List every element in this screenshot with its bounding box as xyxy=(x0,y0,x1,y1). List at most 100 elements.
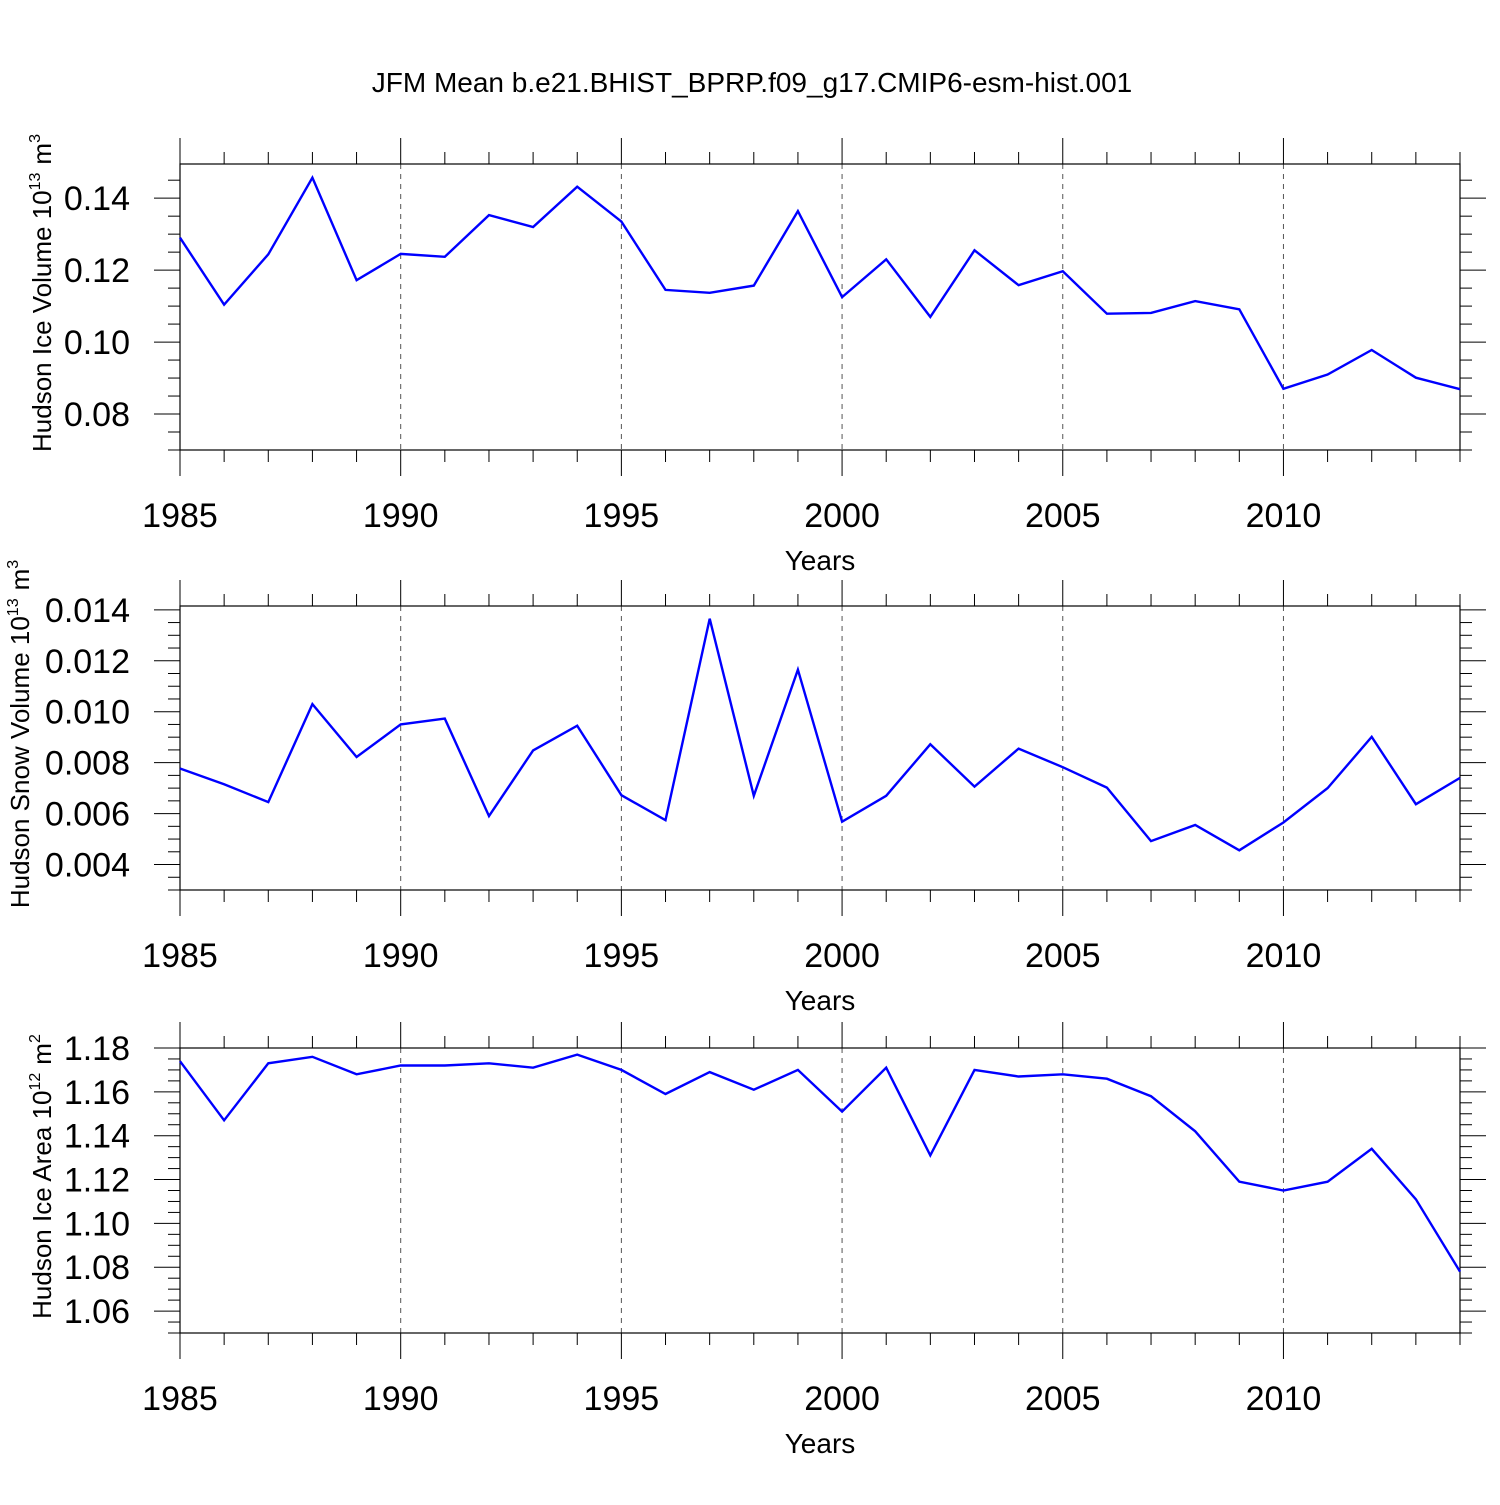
x-tick-label: 2005 xyxy=(1025,937,1101,975)
y-tick-label: 0.008 xyxy=(45,745,130,783)
y-tick-label: 0.08 xyxy=(64,396,130,434)
data-point xyxy=(311,1056,313,1058)
data-point xyxy=(1106,786,1108,788)
data-point xyxy=(664,819,666,821)
data-point xyxy=(1238,1181,1240,1183)
data-point xyxy=(929,1154,931,1156)
x-tick-label: 1985 xyxy=(142,937,218,975)
data-point xyxy=(1326,787,1328,789)
x-tick-label: 2010 xyxy=(1246,1380,1322,1418)
x-tick-label: 1995 xyxy=(584,497,660,535)
y-axis-title-yunit-exp: 13 xyxy=(27,172,44,190)
data-point xyxy=(576,1053,578,1055)
panel-snow-volume: 1985 1990 1995 2000 2005 2010 Years 0.004 0.006 0… xyxy=(5,560,1486,1016)
data-point xyxy=(1415,1198,1417,1200)
x-tick-label: 1990 xyxy=(363,497,439,535)
y-axis-title-ylabel: Hudson Ice Area xyxy=(27,1119,57,1318)
data-point xyxy=(973,249,975,251)
x-tick-label: 2000 xyxy=(804,497,880,535)
plot-frame xyxy=(179,163,1461,451)
y-tick-label: 0.004 xyxy=(45,847,130,885)
data-point xyxy=(1282,388,1284,390)
x-tick-label: 2005 xyxy=(1025,497,1101,535)
x-tick-label: 2010 xyxy=(1246,937,1322,975)
data-point xyxy=(885,795,887,797)
data-point xyxy=(444,717,446,719)
data-point xyxy=(1326,373,1328,375)
data-point xyxy=(444,1064,446,1066)
data-point xyxy=(223,1119,225,1121)
x-tick-label: 2005 xyxy=(1025,1380,1101,1418)
data-point xyxy=(267,253,269,255)
data-point xyxy=(929,316,931,318)
data-point xyxy=(179,767,181,769)
panel-ice-volume: 1985 1990 1995 2000 2005 2010 Years 0.08 0.10 0.1… xyxy=(27,134,1486,576)
y-axis-title-yunit-suffix-exp: 3 xyxy=(5,560,22,569)
data-point xyxy=(664,289,666,291)
data-point xyxy=(1459,1270,1461,1272)
data-point xyxy=(1017,1075,1019,1077)
data-point xyxy=(355,756,357,758)
x-tick-label: 2010 xyxy=(1246,497,1322,535)
x-tick-label: 2000 xyxy=(804,1380,880,1418)
data-point xyxy=(532,1067,534,1069)
data-point xyxy=(267,801,269,803)
data-point xyxy=(488,1062,490,1064)
data-point xyxy=(1371,1148,1373,1150)
y-axis-title: Hudson Ice Area 1012 m2 xyxy=(27,1034,57,1319)
data-point xyxy=(1371,349,1373,351)
data-point xyxy=(1106,312,1108,314)
data-point xyxy=(1017,747,1019,749)
data-point xyxy=(311,703,313,705)
y-axis-title-yunit-base: 10 xyxy=(27,1090,57,1119)
data-point xyxy=(1017,284,1019,286)
data-point xyxy=(1106,1077,1108,1079)
series-line xyxy=(179,1053,1462,1273)
data-point xyxy=(708,1071,710,1073)
data-point xyxy=(973,1069,975,1071)
data-point xyxy=(620,794,622,796)
y-axis-title-yunit-suffix: m xyxy=(27,1043,57,1065)
data-point xyxy=(664,1093,666,1095)
data-point xyxy=(841,296,843,298)
data-point xyxy=(1150,312,1152,314)
data-point xyxy=(488,815,490,817)
y-tick-label: 1.06 xyxy=(64,1293,130,1331)
x-tick-label: 1985 xyxy=(142,497,218,535)
data-point xyxy=(576,185,578,187)
data-point xyxy=(223,783,225,785)
x-axis-title: Years xyxy=(785,1428,856,1459)
y-axis-title-yunit-base: 10 xyxy=(5,616,35,645)
data-point xyxy=(1459,388,1461,390)
data-point xyxy=(399,1064,401,1066)
y-axis-title-yunit-suffix: m xyxy=(27,143,57,165)
data-point xyxy=(841,821,843,823)
data-point xyxy=(841,1110,843,1112)
panel-ice-area: 1985 1990 1995 2000 2005 2010 Years 1.06 1.08 1.1… xyxy=(27,1022,1486,1459)
x-tick-label: 1995 xyxy=(584,1380,660,1418)
data-point xyxy=(1062,1073,1064,1075)
data-point xyxy=(1150,1095,1152,1097)
data-point xyxy=(1371,736,1373,738)
data-point xyxy=(620,220,622,222)
y-axis-title-yunit-suffix: m xyxy=(5,569,35,591)
data-point xyxy=(179,237,181,239)
data-point xyxy=(1194,1130,1196,1132)
data-point xyxy=(1150,840,1152,842)
data-point xyxy=(311,176,313,178)
y-tick-label: 1.10 xyxy=(64,1205,130,1243)
data-point xyxy=(532,749,534,751)
y-axis-title-ylabel: Hudson Snow Volume xyxy=(5,645,35,908)
y-axis-title-yunit-suffix-exp: 2 xyxy=(27,1034,44,1043)
data-point xyxy=(753,284,755,286)
data-point xyxy=(223,303,225,305)
data-point xyxy=(399,723,401,725)
y-tick-label: 0.12 xyxy=(64,252,130,290)
data-point xyxy=(620,1069,622,1071)
x-tick-label: 1995 xyxy=(584,937,660,975)
data-point xyxy=(708,292,710,294)
y-tick-label: 0.012 xyxy=(45,643,130,681)
data-point xyxy=(1326,1181,1328,1183)
